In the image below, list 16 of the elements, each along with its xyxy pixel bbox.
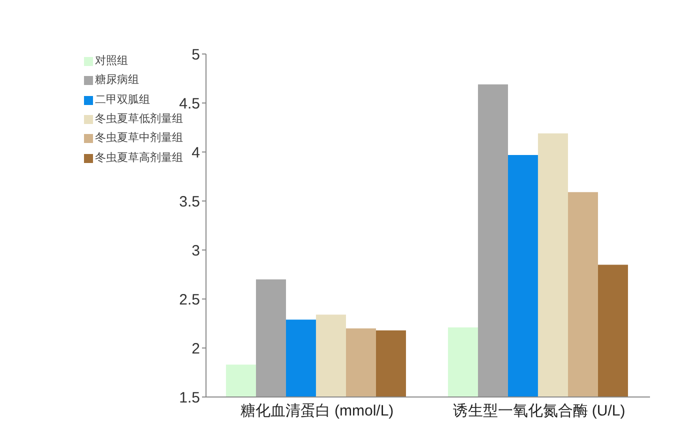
- y-tick-label: 1.5: [179, 389, 200, 406]
- y-tick-label: 3: [192, 242, 200, 260]
- x-tick-label: 诱生型一氧化氮合酶 (U/L): [452, 402, 626, 420]
- y-tick-label: 2.5: [179, 291, 200, 308]
- legend-label: 糖尿病组: [94, 73, 140, 88]
- y-tick-label: 4: [192, 144, 200, 162]
- y-tick-label: 4.5: [179, 95, 200, 112]
- y-tick-label: 5: [192, 46, 200, 64]
- legend-label: 二甲双胍组: [95, 94, 150, 106]
- legend-label: 冬虫夏草高剂量组: [95, 152, 183, 164]
- legend-label: 冬虫夏草低剂量组: [95, 113, 183, 126]
- legend-label: 冬虫夏草中剂量组: [95, 132, 183, 144]
- x-tick-label: 糖化血清蛋白 (mmol/L): [240, 402, 394, 420]
- legend-label: 对照组: [95, 55, 128, 68]
- y-tick-label: 3.5: [179, 193, 200, 210]
- y-tick-label: 2: [192, 340, 200, 358]
